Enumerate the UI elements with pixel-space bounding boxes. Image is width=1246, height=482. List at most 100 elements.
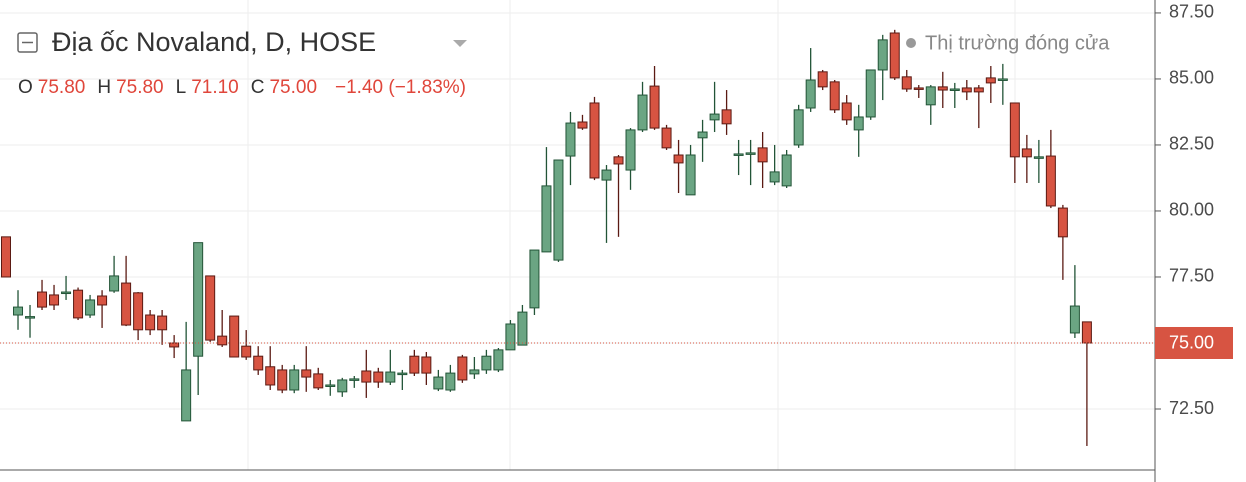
dropdown-arrow[interactable] (453, 40, 467, 47)
candle-body (553, 159, 564, 261)
candle-body (25, 316, 36, 319)
candle-body (397, 372, 408, 376)
candle-body (673, 154, 684, 164)
candle-body (793, 109, 804, 146)
candle-body (289, 369, 300, 391)
candle-body (877, 39, 888, 71)
candle-body (85, 299, 96, 316)
candle-body (277, 369, 288, 391)
y-tick-label: 77.50 (1169, 266, 1214, 286)
y-tick-label: 72.50 (1169, 398, 1214, 418)
candle-body (733, 153, 744, 156)
candle-body (1021, 148, 1032, 158)
candle-body (109, 275, 120, 292)
candle-body (649, 85, 660, 129)
candle-body (37, 291, 48, 308)
y-tick-label: 82.50 (1169, 134, 1214, 154)
candle-body (997, 78, 1008, 81)
ohlc-label: C (251, 77, 265, 98)
candle-body (577, 121, 588, 129)
candle-body (373, 371, 384, 383)
ohlc-value: 75.80 (38, 77, 86, 98)
ohlc-label: H (97, 77, 111, 98)
candle-body (493, 349, 504, 371)
candle-body (73, 289, 84, 319)
candle-body (709, 113, 720, 121)
ohlc-row: O 75.80 H 75.80 L 71.10 C 75.00 −1.40 (−1.83%) (18, 77, 466, 98)
candle-body (61, 291, 72, 295)
candle-body (625, 129, 636, 171)
candle-body (121, 282, 132, 326)
candle-body (601, 169, 612, 181)
candle-body (1, 236, 11, 278)
candle-body (49, 294, 60, 306)
ohlc-value: 75.80 (116, 77, 164, 98)
ohlc-value: 75.00 (269, 77, 317, 98)
candle-body (961, 87, 972, 93)
ohlc-label: L (176, 77, 187, 98)
candle-body (1057, 207, 1068, 238)
candle-body (1045, 155, 1056, 207)
candle-body (613, 156, 624, 165)
y-tick-label: 87.50 (1169, 2, 1214, 22)
candle-body (1069, 305, 1080, 334)
ohlc-value: 71.10 (191, 77, 239, 98)
candle-body (301, 369, 312, 378)
candle-body (685, 154, 696, 196)
candle-body (949, 88, 960, 91)
candles (0, 29, 1155, 446)
candle-body (985, 77, 996, 84)
chart-title: Địa ốc Novaland, D, HOSE (52, 27, 376, 57)
candle-body (241, 345, 252, 358)
candle-body (1009, 102, 1020, 158)
candle-body (889, 32, 900, 79)
last-price-box (1155, 326, 1233, 359)
last-price-label: 75.00 (1169, 333, 1214, 353)
candle-body (637, 94, 648, 131)
candle-body (181, 369, 192, 422)
candle-body (169, 342, 180, 348)
candle-body (865, 69, 876, 118)
candle-body (589, 102, 600, 179)
candle-body (325, 384, 336, 387)
candle-body (445, 372, 456, 391)
candle-body (913, 87, 924, 90)
candle-body (205, 275, 216, 341)
candle-body (565, 122, 576, 157)
candle-body (505, 323, 516, 351)
candle-body (421, 356, 432, 374)
candle-body (937, 86, 948, 91)
candle-body (13, 306, 24, 316)
candle-body (745, 152, 756, 155)
candle-body (349, 378, 360, 381)
ohlc-label: O (18, 77, 33, 98)
candle-body (925, 86, 936, 106)
candle-body (1033, 156, 1044, 159)
candle-body (433, 376, 444, 390)
candle-body (229, 315, 240, 358)
candle-body (853, 116, 864, 131)
grid (0, 0, 1155, 470)
candle-body (361, 370, 372, 383)
candle-body (661, 127, 672, 149)
candle-body (457, 356, 468, 381)
candle-body (721, 109, 732, 125)
candle-body (313, 373, 324, 389)
candle-body (337, 379, 348, 393)
candle-body (829, 81, 840, 111)
y-tick-label: 80.00 (1169, 200, 1214, 220)
candle-body (157, 315, 168, 331)
candle-body (265, 366, 276, 386)
candle-body (757, 147, 768, 163)
candle-body (385, 371, 396, 383)
candle-body (409, 355, 420, 374)
candle-body (529, 249, 540, 309)
status-dot (906, 38, 916, 48)
candle-body (841, 102, 852, 121)
candle-body (517, 311, 528, 346)
candle-body (817, 71, 828, 88)
candle-body (133, 292, 144, 331)
